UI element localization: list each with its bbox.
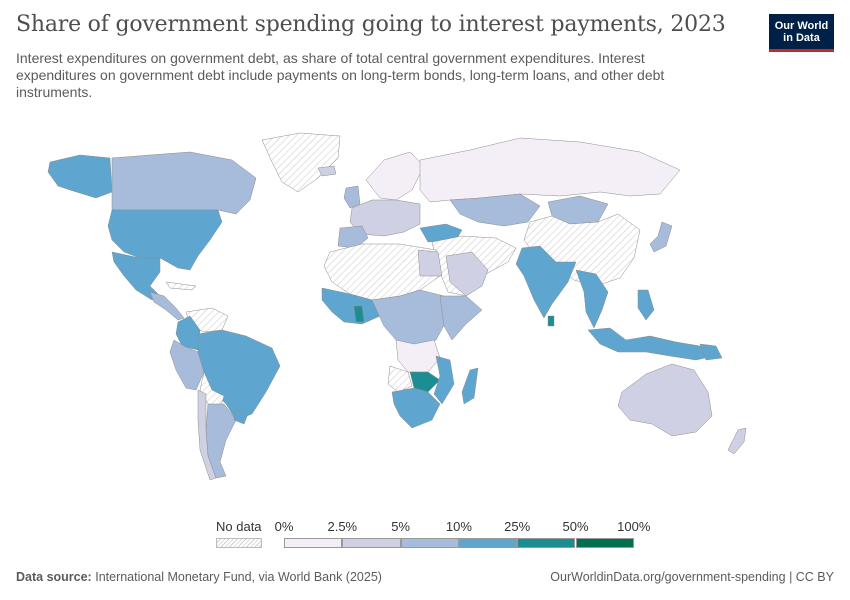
map-country-angola[interactable] <box>387 365 413 393</box>
legend-bin-6[interactable] <box>575 538 634 548</box>
map-country-mozambique[interactable] <box>433 355 455 405</box>
legend-bin-5[interactable] <box>517 538 576 548</box>
map-region-west-africa[interactable] <box>321 287 381 325</box>
data-source-label: Data source: <box>16 570 92 584</box>
map-country-chile[interactable] <box>197 389 217 481</box>
map-country-egypt[interactable] <box>417 249 443 277</box>
map-country-cuba[interactable] <box>165 281 197 291</box>
legend-tick-label: 25% <box>504 519 531 534</box>
data-source-text[interactable]: International Monetary Fund, via World B… <box>95 570 382 584</box>
legend-bin-1[interactable] <box>284 538 343 548</box>
map-region-central-america[interactable] <box>149 291 185 321</box>
map-country-india[interactable] <box>515 245 577 319</box>
map-country-canada[interactable] <box>111 151 257 215</box>
map-region-east-africa[interactable] <box>439 295 483 341</box>
legend-no-data-swatch[interactable] <box>216 538 262 548</box>
map-country-papua-new-guinea[interactable] <box>699 343 723 361</box>
map-country-philippines[interactable] <box>637 289 655 321</box>
map-country-australia[interactable] <box>617 363 713 437</box>
map-country-greenland[interactable] <box>261 132 341 193</box>
map-legend: No data 0% 2.5% 5% 10% 25% 50% 100% <box>0 515 850 555</box>
map-country-usa[interactable] <box>107 209 223 271</box>
map-country-dr-congo[interactable] <box>395 339 441 373</box>
map-country-usa-alaska[interactable] <box>47 154 113 199</box>
owid-logo[interactable]: Our World in Data <box>769 14 834 52</box>
legend-tick-label: 0% <box>274 519 294 534</box>
legend-bin-2[interactable] <box>342 538 401 548</box>
map-country-indonesia[interactable] <box>587 327 715 361</box>
legend-tick-label: 100% <box>617 519 651 534</box>
map-country-kazakhstan[interactable] <box>449 193 541 227</box>
map-region-southern-africa[interactable] <box>391 387 441 429</box>
legend-tick-label: 10% <box>445 519 472 534</box>
source-url[interactable]: OurWorldinData.org/government-spending |… <box>550 570 834 584</box>
map-country-sri-lanka[interactable] <box>547 315 555 327</box>
legend-bin-4[interactable] <box>458 538 518 548</box>
map-region-southeast-asia[interactable] <box>575 269 609 329</box>
legend-bin-3[interactable] <box>400 538 459 548</box>
map-country-iceland[interactable] <box>317 165 337 177</box>
map-country-turkey[interactable] <box>419 223 463 243</box>
map-country-madagascar[interactable] <box>461 367 479 405</box>
logo-line-1: Our World <box>774 19 829 32</box>
legend-tick-label: 5% <box>391 519 410 534</box>
chart-title: Share of government spending going to in… <box>16 12 726 37</box>
map-region-central-africa[interactable] <box>371 289 449 349</box>
legend-tick-label: 50% <box>562 519 589 534</box>
map-country-spain[interactable] <box>337 225 369 249</box>
map-country-russia[interactable] <box>419 137 681 203</box>
data-source: Data source: International Monetary Fund… <box>16 570 382 584</box>
map-country-new-zealand[interactable] <box>727 427 747 455</box>
world-map[interactable] <box>0 120 850 490</box>
logo-line-2: in Data <box>783 31 820 44</box>
legend-no-data-label: No data <box>216 519 262 534</box>
map-country-uruguay[interactable] <box>233 409 249 425</box>
map-country-uk[interactable] <box>343 185 361 209</box>
map-country-saudi-arabia[interactable] <box>445 251 489 297</box>
map-country-peru[interactable] <box>169 339 205 391</box>
chart-subtitle: Interest expenditures on government debt… <box>16 50 665 100</box>
legend-tick-label: 2.5% <box>327 519 358 534</box>
map-country-ghana[interactable] <box>353 305 365 323</box>
map-country-zambia[interactable] <box>409 371 441 393</box>
map-region-scandinavia[interactable] <box>365 151 425 201</box>
map-country-japan[interactable] <box>649 221 673 253</box>
